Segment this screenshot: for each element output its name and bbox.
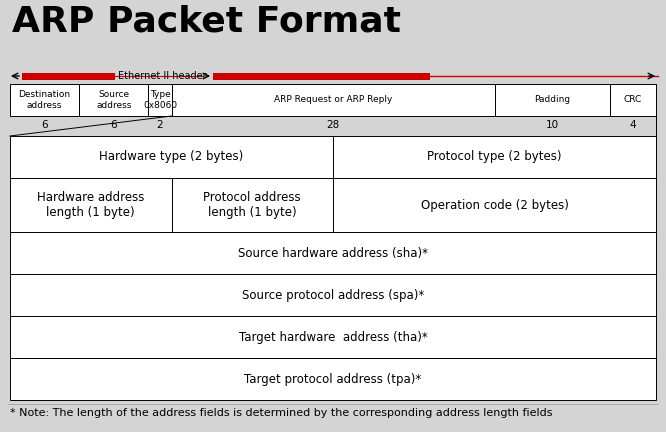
Text: ARP Packet Format: ARP Packet Format xyxy=(12,4,401,38)
Bar xyxy=(10,84,79,116)
Bar xyxy=(149,84,172,116)
Bar xyxy=(333,178,656,232)
Text: Operation code (2 bytes): Operation code (2 bytes) xyxy=(420,199,569,212)
Text: Ethernet II header: Ethernet II header xyxy=(118,71,206,81)
Text: Source
address: Source address xyxy=(96,90,131,110)
Text: 6: 6 xyxy=(111,120,117,130)
Text: Protocol type (2 bytes): Protocol type (2 bytes) xyxy=(428,150,561,163)
Bar xyxy=(213,73,430,79)
Bar xyxy=(172,178,333,232)
Text: Padding: Padding xyxy=(534,95,570,105)
Bar xyxy=(10,136,333,178)
Text: Target protocol address (tpa)*: Target protocol address (tpa)* xyxy=(244,372,422,385)
Bar xyxy=(10,232,656,274)
Bar xyxy=(610,84,656,116)
Text: CRC: CRC xyxy=(624,95,642,105)
Text: Source hardware address (sha)*: Source hardware address (sha)* xyxy=(238,247,428,260)
Bar xyxy=(79,84,149,116)
Text: Protocol address
length (1 byte): Protocol address length (1 byte) xyxy=(203,191,301,219)
Text: 28: 28 xyxy=(326,120,340,130)
Bar xyxy=(10,358,656,400)
Text: 4: 4 xyxy=(629,120,636,130)
Bar xyxy=(494,84,610,116)
Bar xyxy=(10,274,656,316)
Text: Target hardware  address (tha)*: Target hardware address (tha)* xyxy=(238,330,428,343)
Bar xyxy=(10,178,172,232)
Text: Source protocol address (spa)*: Source protocol address (spa)* xyxy=(242,289,424,302)
Bar xyxy=(22,73,115,79)
Text: * Note: The length of the address fields is determined by the corresponding addr: * Note: The length of the address fields… xyxy=(10,408,553,418)
Bar xyxy=(10,316,656,358)
Text: 6: 6 xyxy=(41,120,48,130)
Text: 10: 10 xyxy=(545,120,559,130)
Text: ARP Request or ARP Reply: ARP Request or ARP Reply xyxy=(274,95,392,105)
Text: Type
0x8060: Type 0x8060 xyxy=(143,90,177,110)
Text: 2: 2 xyxy=(157,120,163,130)
Bar xyxy=(333,136,656,178)
Text: Hardware type (2 bytes): Hardware type (2 bytes) xyxy=(99,150,244,163)
Text: Hardware address
length (1 byte): Hardware address length (1 byte) xyxy=(37,191,145,219)
Bar xyxy=(172,84,494,116)
Text: Destination
address: Destination address xyxy=(19,90,71,110)
